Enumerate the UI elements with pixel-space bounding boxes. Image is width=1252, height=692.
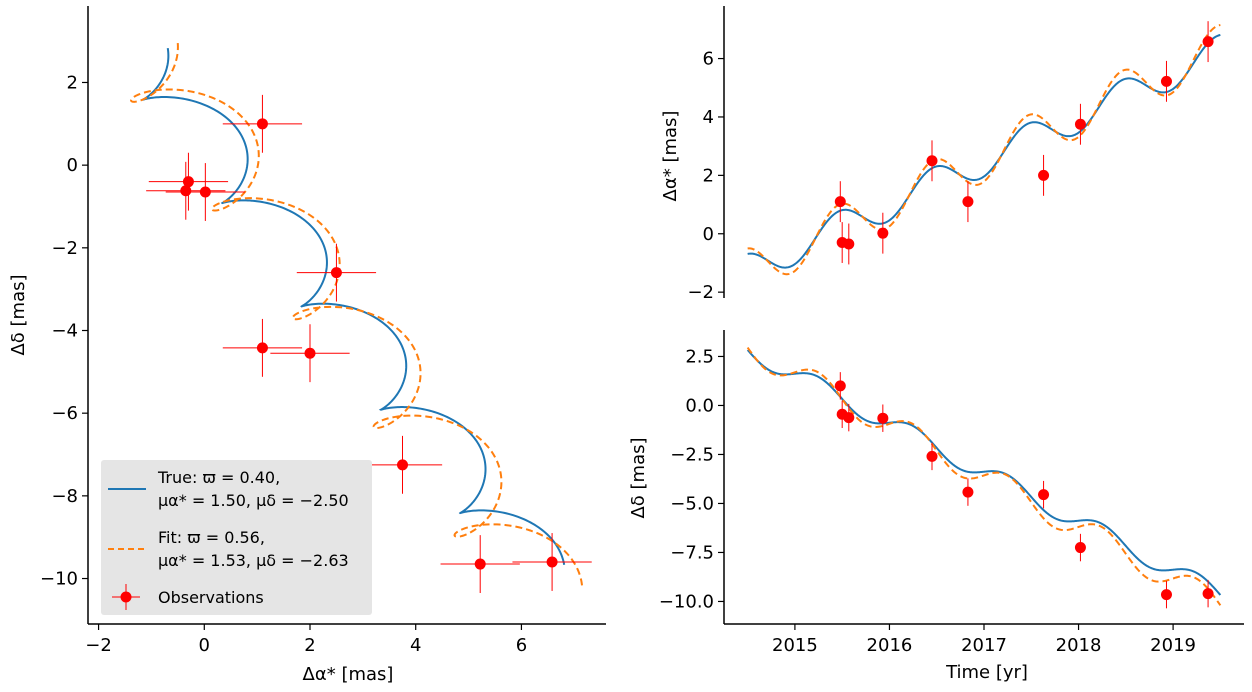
ra-vs-time-panel: 6 4 2 0 −2 Δα* [mas] xyxy=(660,6,1221,303)
dec-vs-time-x-tick-label: 2017 xyxy=(961,635,1007,656)
sky-obs-point xyxy=(474,558,486,570)
sky-path-observations xyxy=(146,94,592,593)
ra-obs-point xyxy=(926,155,938,167)
fit-dec-line xyxy=(746,347,1222,606)
legend-obs-label: Observations xyxy=(158,588,264,607)
sky-path-panel: −2 0 2 4 6 20−2−4−6−8−10 Δα* [mas] Δδ [mas] … xyxy=(8,6,606,685)
sky-path-y-ticks: 2 0 −2 −4 −6 −8 −10 xyxy=(40,72,88,590)
dec-obs-point xyxy=(1074,542,1086,554)
ra-obs-point xyxy=(834,196,846,208)
dec-vs-time-y-tick-label: −10.0 xyxy=(659,591,714,612)
sky-obs-point xyxy=(546,556,558,568)
ra-vs-time-y-label: Δα* [mas] xyxy=(660,111,681,202)
true-ra-line xyxy=(747,33,1221,269)
dec-vs-time-x-tick-label: 2015 xyxy=(772,635,818,656)
sky-obs-point xyxy=(256,342,268,354)
sky-path-y-tick-label: 2 xyxy=(67,72,78,93)
ra-vs-time-y-tick-label: 4 xyxy=(703,107,714,128)
sky-obs-point xyxy=(304,347,316,359)
dec-obs-point xyxy=(1202,588,1214,600)
sky-obs-point xyxy=(199,186,211,198)
fit-sky-path-line xyxy=(130,43,584,587)
dec-obs-point xyxy=(834,380,846,392)
legend-fit-label-line2: μα* = 1.53, μδ = −2.63 xyxy=(158,551,349,570)
ra-vs-time-observations xyxy=(834,21,1214,265)
dec-obs-point xyxy=(962,486,974,498)
dec-vs-time-y-tick-label: 0.0 xyxy=(685,395,714,416)
ra-vs-time-y-tick-label: 0 xyxy=(703,224,714,245)
ra-vs-time-y-ticks: 6 4 2 0 −2 xyxy=(687,49,724,303)
sky-path-x-tick-label: 4 xyxy=(410,635,421,656)
dec-vs-time-y-tick-label: −7.5 xyxy=(670,542,714,563)
sky-obs-point xyxy=(256,118,268,130)
ra-vs-time-y-tick-label: 2 xyxy=(703,165,714,186)
dec-vs-time-panel: 2015 2016 2017 2018 2019 2.5 0.0 −2.5 −5.0 −7.5 −… xyxy=(628,330,1244,683)
sky-obs-point xyxy=(397,459,408,471)
ra-obs-point xyxy=(962,196,974,208)
sky-obs-point xyxy=(330,267,342,279)
sky-path-x-label: Δα* [mas] xyxy=(303,664,394,685)
true-dec-line xyxy=(746,349,1222,596)
dec-vs-time-y-tick-label: 2.5 xyxy=(685,346,714,367)
sky-path-y-tick-label: −2 xyxy=(51,238,78,259)
ra-obs-point xyxy=(1160,75,1172,87)
dec-vs-time-x-label: Time [yr] xyxy=(945,662,1028,683)
sky-path-x-tick-label: 6 xyxy=(516,635,527,656)
sky-path-curves xyxy=(130,43,584,587)
legend-box xyxy=(101,460,372,615)
sky-path-x-tick-label: 2 xyxy=(304,635,315,656)
ra-vs-time-curves xyxy=(747,24,1221,276)
sky-path-y-tick-label: −8 xyxy=(51,486,78,507)
dec-obs-point xyxy=(1160,589,1172,601)
ra-vs-time-y-tick-label: −2 xyxy=(687,282,714,303)
true-sky-path-line xyxy=(141,47,566,566)
dec-vs-time-x-ticks: 2015 2016 2017 2018 2019 xyxy=(772,624,1196,656)
dec-obs-point xyxy=(843,412,855,424)
legend-true-label-line1: True: ϖ = 0.40, xyxy=(157,468,280,487)
dec-vs-time-y-label: Δδ [mas] xyxy=(628,437,649,518)
ra-obs-point xyxy=(1038,169,1050,181)
sky-path-y-tick-label: 0 xyxy=(67,155,78,176)
sky-path-y-tick-label: −6 xyxy=(51,403,78,424)
sky-path-x-ticks: −2 0 2 4 6 xyxy=(85,624,527,656)
dec-vs-time-observations xyxy=(834,372,1214,609)
sky-path-y-tick-label: −4 xyxy=(51,321,78,342)
dec-vs-time-y-tick-label: −5.0 xyxy=(670,493,714,514)
dec-obs-point xyxy=(926,450,938,462)
dec-vs-time-y-ticks: 2.5 0.0 −2.5 −5.0 −7.5 −10.0 xyxy=(659,346,724,612)
dec-vs-time-x-tick-label: 2018 xyxy=(1056,635,1102,656)
dec-vs-time-curves xyxy=(746,347,1222,606)
legend-obs-marker xyxy=(120,591,132,603)
sky-path-y-tick-label: −10 xyxy=(40,569,78,590)
ra-obs-point xyxy=(877,227,889,239)
sky-path-x-tick-label: −2 xyxy=(85,635,112,656)
legend-true-label-line2: μα* = 1.50, μδ = −2.50 xyxy=(158,491,349,510)
sky-obs-point xyxy=(182,176,194,188)
dec-vs-time-y-tick-label: −2.5 xyxy=(670,444,714,465)
legend: True: ϖ = 0.40, μα* = 1.50, μδ = −2.50 F… xyxy=(101,460,372,615)
sky-path-y-label: Δδ [mas] xyxy=(8,274,29,355)
ra-obs-point xyxy=(843,238,855,250)
dec-vs-time-x-tick-label: 2019 xyxy=(1150,635,1196,656)
sky-path-x-tick-label: 0 xyxy=(199,635,210,656)
ra-vs-time-y-tick-label: 6 xyxy=(703,49,714,70)
legend-fit-label-line1: Fit: ϖ = 0.56, xyxy=(158,528,265,547)
dec-obs-point xyxy=(1038,489,1050,501)
dec-vs-time-x-tick-label: 2016 xyxy=(867,635,913,656)
ra-obs-point xyxy=(1074,118,1086,130)
fit-ra-line xyxy=(747,24,1221,276)
ra-obs-point xyxy=(1202,36,1214,48)
dec-obs-point xyxy=(877,412,889,424)
